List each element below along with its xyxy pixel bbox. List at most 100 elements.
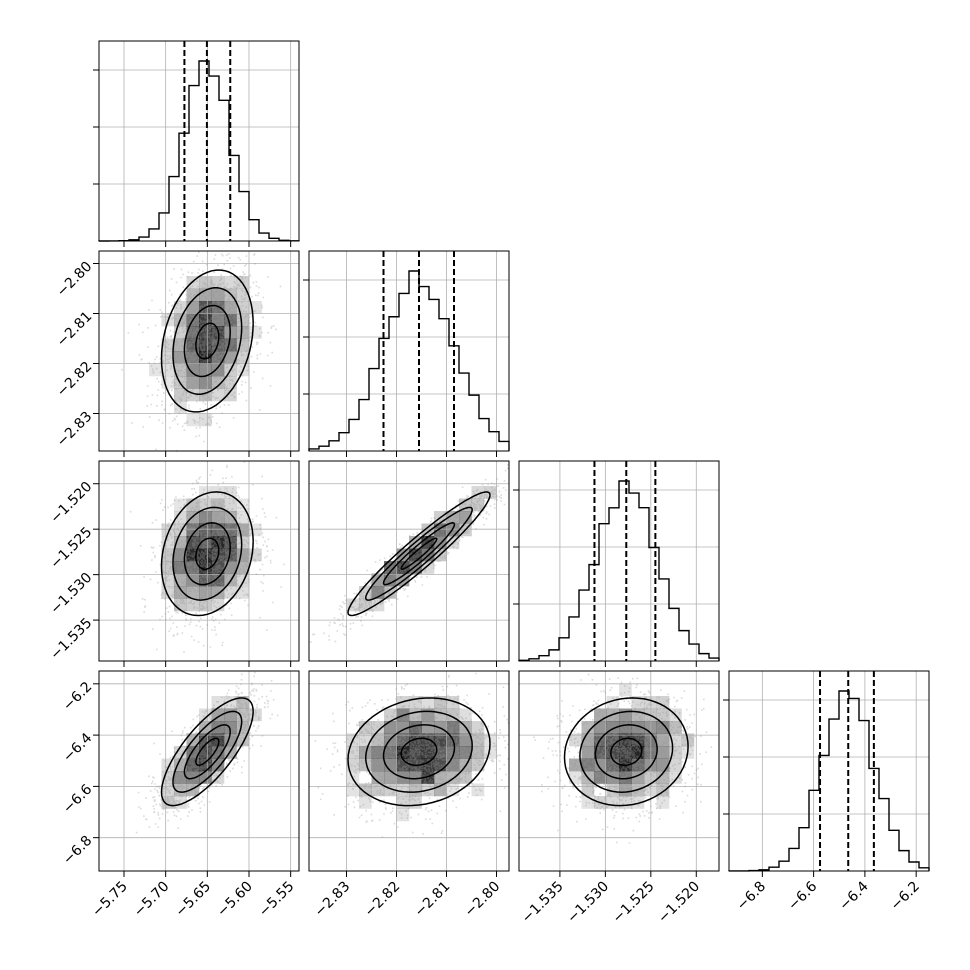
contour-level [195, 737, 220, 766]
density-cell [421, 746, 435, 759]
density-cell [446, 721, 460, 734]
panel-frame [98, 460, 300, 662]
density-cell [199, 276, 212, 289]
density-cell [161, 573, 175, 587]
density-cell [656, 696, 670, 709]
y-tick-label: −2.82 [54, 359, 96, 401]
density-cell [396, 721, 410, 734]
density-cell [161, 351, 175, 364]
contour-level [563, 697, 689, 807]
density-cell [236, 326, 250, 339]
density-cell [371, 771, 385, 784]
contour-level [579, 710, 674, 793]
density-cell [211, 536, 225, 549]
density-cell [211, 363, 225, 377]
density-cell [186, 363, 200, 377]
x-tick-label: −1.535 [519, 879, 567, 927]
density-cell [161, 561, 175, 574]
density-cell [186, 598, 200, 612]
density-cell [656, 721, 670, 734]
contour-level [183, 522, 231, 586]
density-cell [606, 758, 620, 772]
density-cell [211, 746, 225, 759]
density-cell [569, 771, 582, 784]
density-cell [669, 758, 682, 772]
contour-level [364, 710, 473, 793]
scatter-points [310, 464, 509, 643]
y-tick-label: −6.6 [60, 781, 95, 816]
density-cell [359, 746, 372, 759]
density-cell [149, 363, 162, 377]
y-tick-label: −2.80 [54, 259, 96, 301]
contour-level [400, 537, 438, 570]
density-cell [619, 771, 632, 784]
density-cell [371, 721, 385, 734]
density-cell [186, 351, 200, 364]
density-cell [236, 288, 250, 302]
data-layer [98, 41, 930, 872]
x-tick-label: −1.525 [610, 879, 658, 927]
density-cell [669, 771, 682, 784]
x-tick-label: −6.2 [888, 879, 923, 914]
y-tick-label: −1.530 [47, 570, 95, 618]
density-cell [186, 523, 200, 537]
density-cell [211, 313, 225, 327]
density-cell [421, 771, 435, 784]
density-cell [224, 721, 237, 734]
density-cell [594, 746, 607, 759]
density-cell [174, 338, 187, 352]
panel-frame [308, 250, 510, 452]
contour-level [160, 269, 254, 413]
x-tick-label: −5.55 [256, 879, 298, 921]
x-tick-label: −1.520 [655, 879, 703, 927]
density-cell [459, 708, 472, 722]
density-cell [236, 573, 250, 587]
density-cell [174, 301, 187, 314]
panel-frame [728, 670, 930, 872]
density-cell [619, 733, 632, 747]
density-cell [211, 511, 225, 524]
density-cell [384, 771, 397, 784]
density-cell [569, 758, 582, 772]
y-tick-label: −2.83 [54, 409, 96, 451]
density-cell [471, 721, 485, 734]
density-cell [396, 808, 410, 822]
density-cell [199, 363, 212, 377]
x-tick-label: −5.70 [131, 879, 173, 921]
density-cell [211, 388, 225, 402]
density-cell [384, 586, 397, 599]
x-tick-label: −2.83 [312, 879, 354, 921]
density-cell [359, 598, 372, 612]
contour-level [347, 491, 491, 617]
density-cell [409, 771, 422, 784]
density-cell [186, 301, 200, 314]
density-cell [656, 796, 670, 809]
scatter-points [121, 251, 282, 452]
x-tick-label: −5.60 [214, 879, 256, 921]
density-cell [656, 708, 670, 722]
density-cell [459, 511, 472, 524]
density-cell [471, 733, 485, 747]
density-cell [236, 511, 250, 524]
density-cell [186, 586, 200, 599]
y-tick-label: −1.525 [47, 524, 95, 572]
density-cell [581, 721, 595, 734]
contour-level [382, 522, 456, 586]
density-cell [656, 733, 670, 747]
density-cell [174, 548, 187, 562]
contour-level [172, 506, 243, 601]
density-cell [656, 746, 670, 759]
contour-level [160, 491, 254, 617]
x-tick-label: −6.8 [734, 879, 769, 914]
density-cell [161, 548, 175, 562]
density-cell [224, 351, 237, 364]
x-tick-label: −2.82 [362, 879, 404, 921]
panel-frame [518, 460, 720, 662]
density-cell [396, 561, 410, 574]
contour-level [610, 737, 643, 766]
density-cell [199, 326, 212, 339]
density-cell [581, 758, 595, 772]
density-cell [236, 561, 250, 574]
scatter-points [135, 671, 279, 834]
